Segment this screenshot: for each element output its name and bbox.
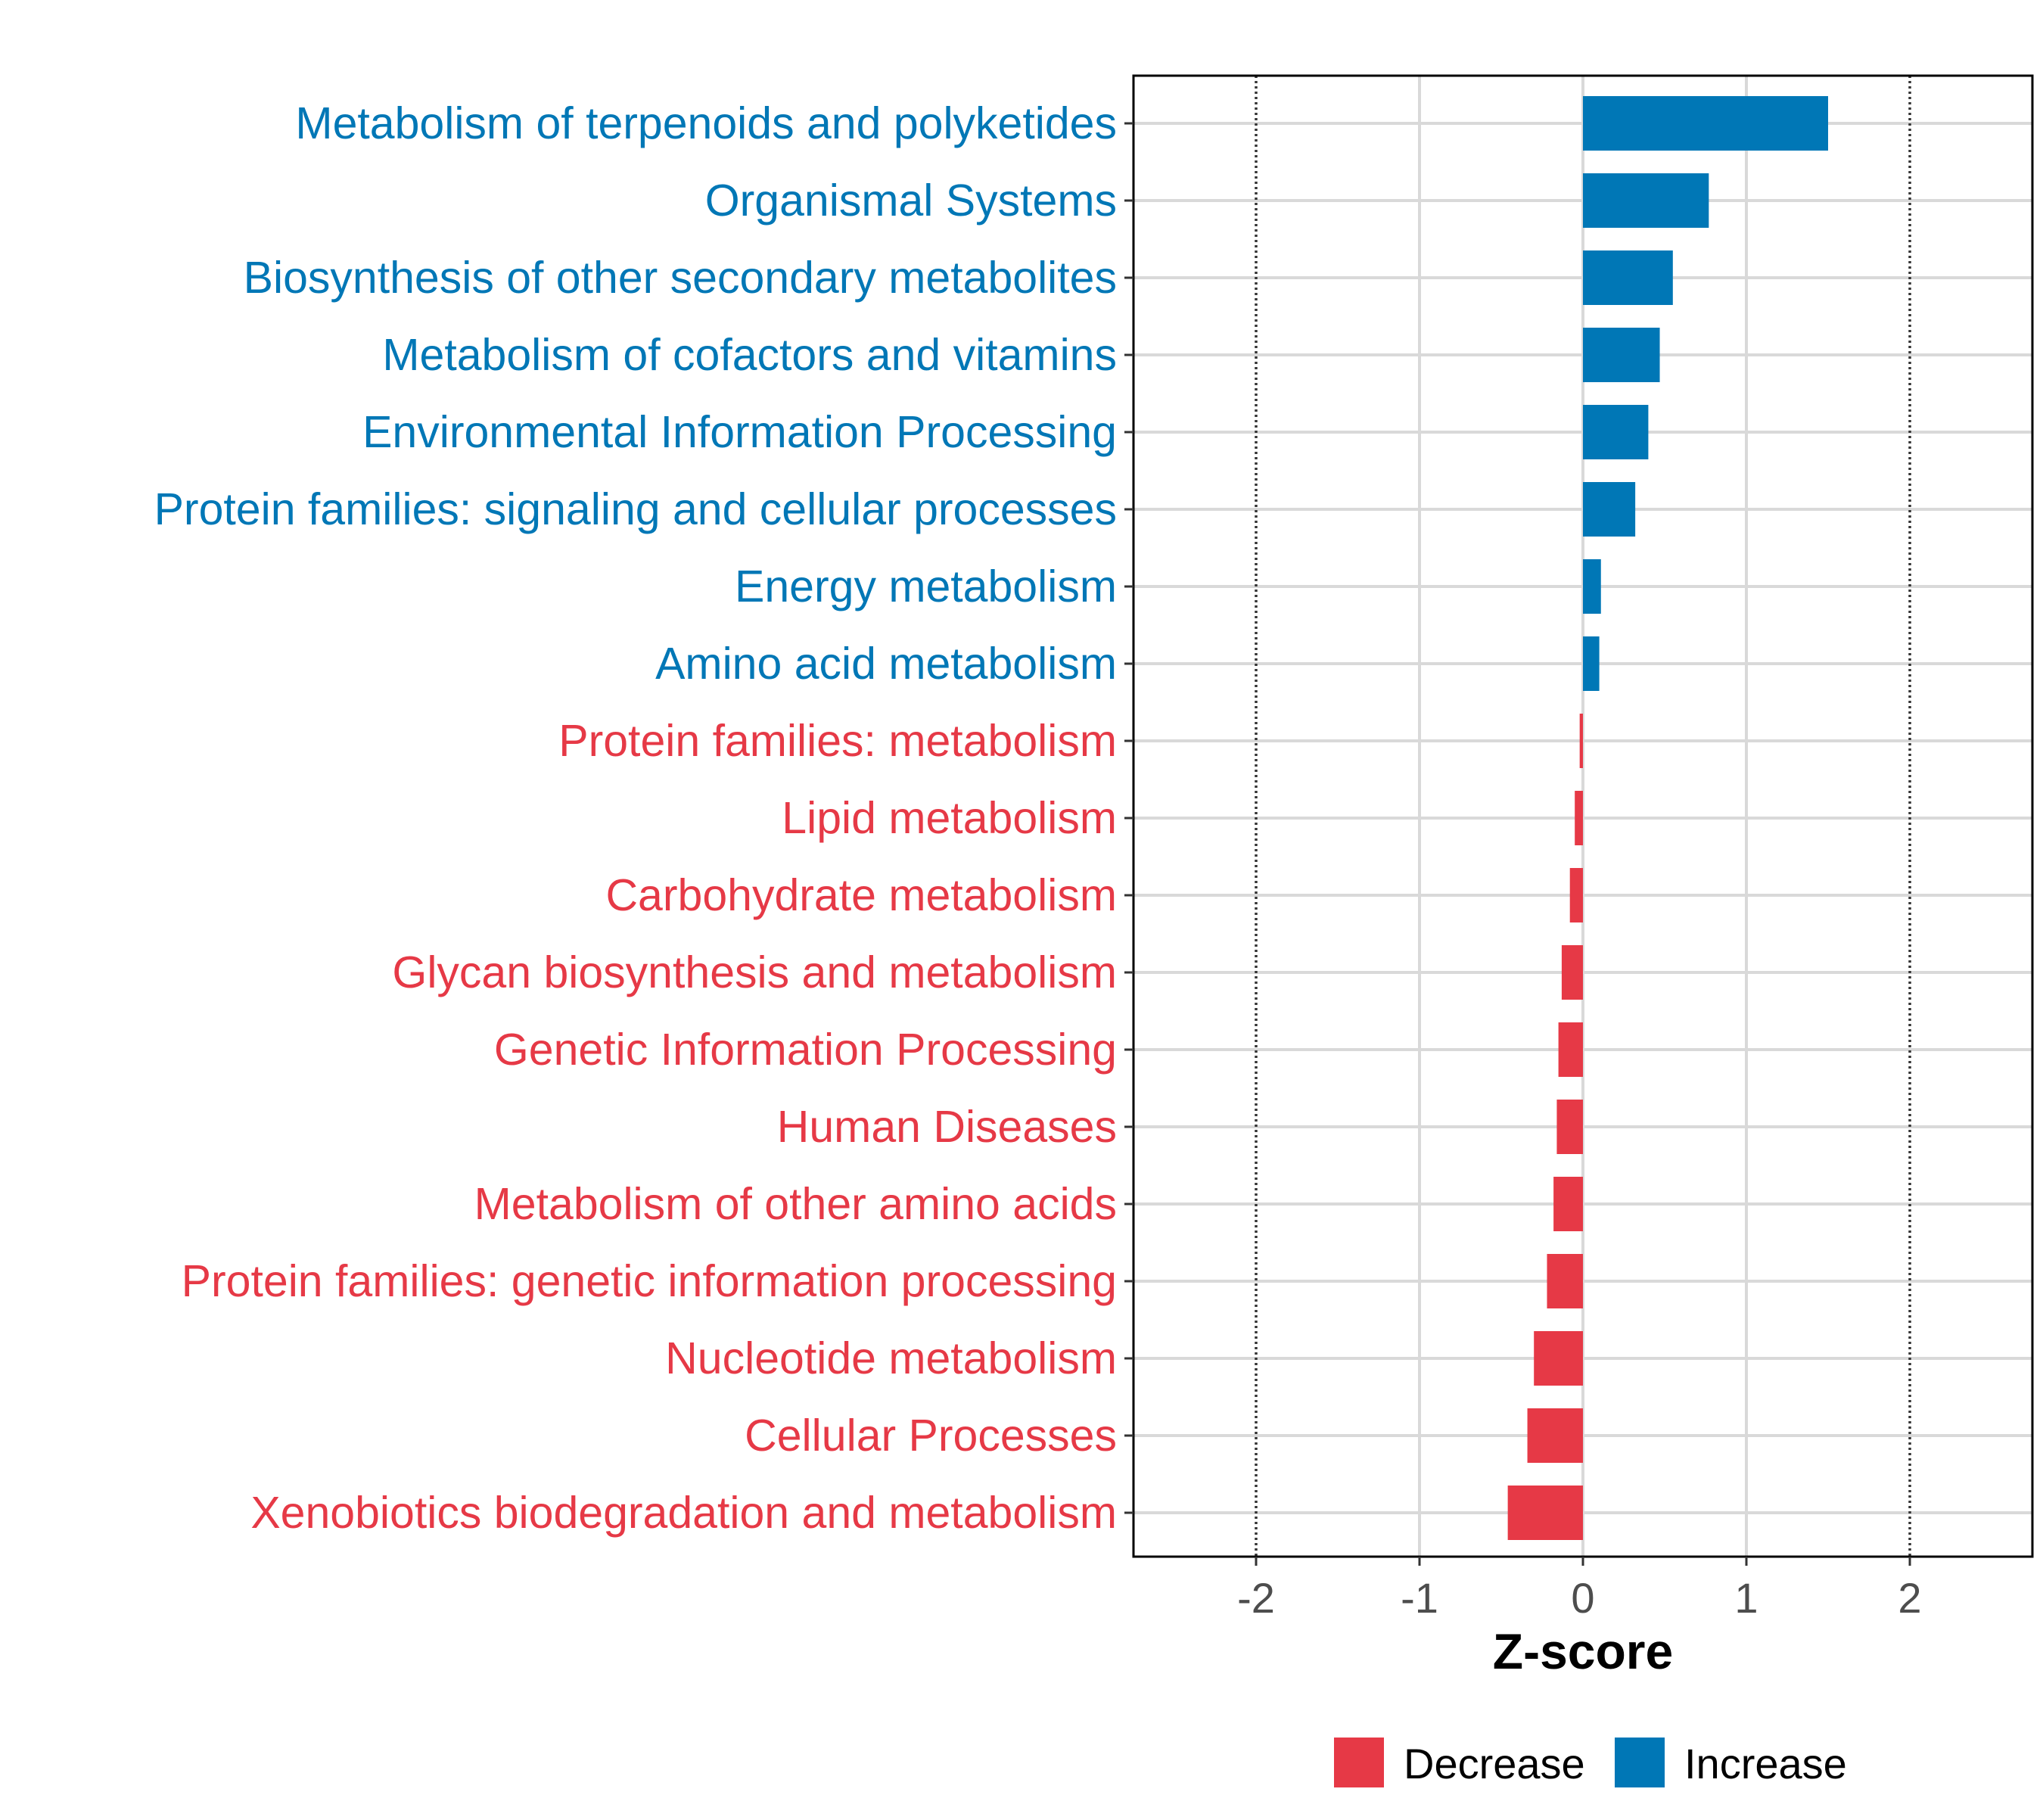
bar <box>1547 1254 1583 1308</box>
y-tick-label: Lipid metabolism <box>782 793 1117 843</box>
legend-label-increase: Increase <box>1684 1740 1847 1787</box>
bar <box>1534 1331 1583 1386</box>
legend-key-decrease <box>1334 1738 1384 1787</box>
bar <box>1561 945 1583 1000</box>
y-tick-label: Xenobiotics biodegradation and metabolis… <box>250 1488 1117 1538</box>
x-tick-label: 1 <box>1734 1574 1758 1622</box>
bar <box>1569 868 1583 922</box>
bar <box>1556 1100 1583 1154</box>
bar <box>1583 173 1709 228</box>
bar <box>1583 482 1636 537</box>
y-axis: Metabolism of terpenoids and polyketides… <box>154 98 1133 1538</box>
bar <box>1507 1486 1583 1540</box>
y-tick-label: Cellular Processes <box>745 1411 1117 1461</box>
legend: Decrease Increase <box>1334 1738 1847 1787</box>
y-tick-label: Protein families: signaling and cellular… <box>154 484 1117 534</box>
bar <box>1583 96 1828 151</box>
bar <box>1575 791 1583 845</box>
y-tick-label: Carbohydrate metabolism <box>605 870 1117 920</box>
y-tick-label: Glycan biosynthesis and metabolism <box>392 947 1117 997</box>
legend-key-increase <box>1615 1738 1665 1787</box>
bar <box>1553 1177 1583 1231</box>
y-tick-label: Organismal Systems <box>705 176 1117 226</box>
bars <box>1507 96 1828 1540</box>
x-tick-label: 0 <box>1571 1574 1594 1622</box>
y-tick-label: Biosynthesis of other secondary metaboli… <box>244 253 1117 303</box>
y-tick-label: Protein families: metabolism <box>558 716 1117 766</box>
x-tick-label: -1 <box>1401 1574 1438 1622</box>
x-tick-label: 2 <box>1898 1574 1921 1622</box>
y-tick-label: Metabolism of cofactors and vitamins <box>382 330 1117 380</box>
bar <box>1583 559 1601 614</box>
bar <box>1583 328 1660 382</box>
y-tick-label: Environmental Information Processing <box>362 407 1117 457</box>
bar <box>1583 636 1600 691</box>
bar <box>1583 250 1673 305</box>
y-tick-label: Protein families: genetic information pr… <box>182 1256 1117 1306</box>
bar <box>1579 714 1583 768</box>
y-tick-label: Human Diseases <box>777 1102 1117 1152</box>
bar <box>1558 1022 1583 1077</box>
y-tick-label: Metabolism of terpenoids and polyketides <box>295 98 1117 148</box>
legend-label-decrease: Decrease <box>1404 1740 1585 1787</box>
x-axis: -2 -1 0 1 2 <box>1237 1557 1922 1622</box>
y-tick-label: Amino acid metabolism <box>655 639 1117 689</box>
y-tick-label: Genetic Information Processing <box>494 1025 1117 1075</box>
y-tick-label: Energy metabolism <box>735 562 1117 611</box>
bar <box>1527 1408 1583 1463</box>
x-tick-label: -2 <box>1237 1574 1275 1622</box>
x-axis-title: Z-score <box>1493 1623 1673 1679</box>
y-tick-label: Nucleotide metabolism <box>665 1333 1117 1383</box>
bar <box>1583 405 1649 459</box>
y-tick-label: Metabolism of other amino acids <box>474 1179 1117 1229</box>
